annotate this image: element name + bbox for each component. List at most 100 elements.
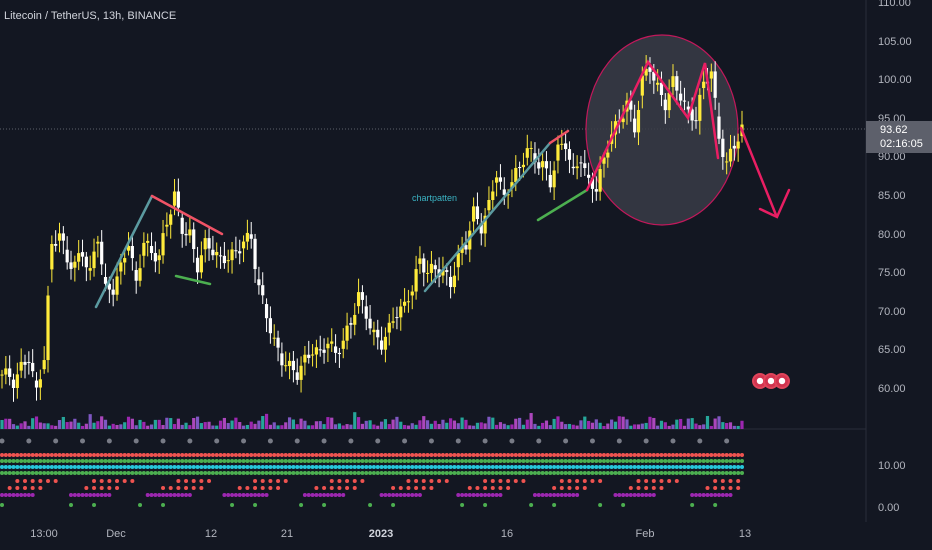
indicator-dot: [456, 459, 461, 463]
indicator-dot: [429, 479, 434, 483]
indicator-dot: [237, 453, 242, 457]
indicator-dot: [0, 471, 4, 475]
indicator-dot: [287, 471, 292, 475]
indicator-dot: [705, 459, 710, 463]
indicator-dot: [161, 453, 166, 457]
volume-bar: [621, 416, 625, 429]
indicator-dot: [0, 453, 4, 457]
candle-body: [153, 253, 157, 262]
indicator-dot: [709, 493, 714, 497]
volume-bar: [303, 420, 307, 429]
indicator-dot: [605, 471, 610, 475]
volume-bar: [560, 421, 564, 429]
volume-bar: [441, 419, 445, 429]
volume-bar: [257, 420, 261, 429]
volume-bar: [261, 416, 265, 429]
indicator-dot: [291, 453, 296, 457]
time-label: Feb: [635, 528, 655, 540]
indicator-dot: [636, 459, 641, 463]
indicator-dot: [341, 493, 346, 497]
indicator-dot: [632, 493, 637, 497]
candle-body: [80, 252, 85, 257]
indicator-dot: [80, 438, 86, 444]
indicator-dot: [245, 486, 250, 490]
indicator-dot: [256, 493, 261, 497]
candle-body: [31, 362, 35, 372]
indicator-dot: [575, 459, 580, 463]
indicator-dot: [26, 438, 32, 444]
indicator-dot: [237, 493, 242, 497]
indicator-dot: [168, 493, 173, 497]
indicator-dot: [26, 453, 31, 457]
indicator-dot: [406, 465, 411, 469]
indicator-dot: [180, 493, 185, 497]
indicator-dot: [670, 438, 676, 444]
indicator-dot: [195, 465, 200, 469]
volume-bar: [310, 425, 315, 429]
candle-body: [598, 169, 602, 192]
indicator-dot: [34, 471, 39, 475]
indicator-dot: [667, 465, 672, 469]
time-axis[interactable]: 13:00 Dec 12 21 2023 16 Feb 13: [0, 522, 866, 550]
candle-body: [479, 223, 483, 234]
us-flag-icon[interactable]: [774, 373, 790, 389]
volume-bar: [495, 424, 499, 429]
indicator-dots: [0, 438, 744, 507]
indicator-dot: [448, 465, 453, 469]
indicator-dot: [529, 459, 534, 463]
indicator-dot: [53, 453, 58, 457]
price-tick: 60.00: [878, 383, 906, 395]
candle-body: [8, 368, 12, 377]
indicator-dot: [318, 493, 323, 497]
volume-bar: [682, 425, 687, 429]
candle-body: [663, 99, 667, 111]
indicator-dot: [421, 479, 426, 483]
time-label: 2023: [368, 528, 394, 540]
indicator-dot: [402, 453, 407, 457]
volume-bar: [314, 421, 319, 429]
indicator-dot: [598, 479, 603, 483]
candle-body: [648, 67, 652, 72]
indicator-dot: [513, 465, 518, 469]
indicator-dot: [126, 465, 131, 469]
indicator-dot: [552, 471, 557, 475]
indicator-dot: [42, 471, 47, 475]
indicator-dot: [222, 471, 227, 475]
indicator-dot: [337, 459, 342, 463]
indicator-dot: [99, 479, 104, 483]
indicator-dot: [133, 438, 139, 444]
indicator-dot: [337, 486, 342, 490]
indicator-dot: [23, 493, 28, 497]
indicator-dot: [149, 459, 154, 463]
volume-bar: [341, 425, 345, 429]
indicator-dot: [264, 465, 269, 469]
indicator-dot: [644, 465, 649, 469]
indicator-dot: [230, 465, 235, 469]
indicator-dot: [532, 459, 537, 463]
volume-bar: [11, 424, 16, 429]
indicator-dot: [387, 493, 392, 497]
indicator-dot: [475, 486, 480, 490]
indicator-dot: [452, 453, 457, 457]
indicator-dot: [559, 465, 564, 469]
volume-bar: [77, 422, 81, 429]
volume-bar: [165, 417, 169, 429]
indicator-dot: [590, 465, 595, 469]
candle-body: [433, 265, 437, 270]
candle-body: [126, 245, 131, 251]
indicator-dot: [72, 465, 77, 469]
indicator-dot: [728, 493, 733, 497]
indicator-dot: [295, 465, 300, 469]
indicator-dot: [498, 471, 503, 475]
indicator-dot: [38, 459, 43, 463]
indicator-dot: [567, 471, 572, 475]
event-markers[interactable]: [752, 373, 790, 389]
indicator-dot: [682, 453, 687, 457]
indicator-dot: [532, 453, 537, 457]
volume-bar: [111, 423, 115, 429]
indicator-dot: [348, 459, 353, 463]
volume-bar: [157, 419, 161, 429]
indicator-dot: [141, 459, 146, 463]
indicator-dot: [310, 493, 315, 497]
